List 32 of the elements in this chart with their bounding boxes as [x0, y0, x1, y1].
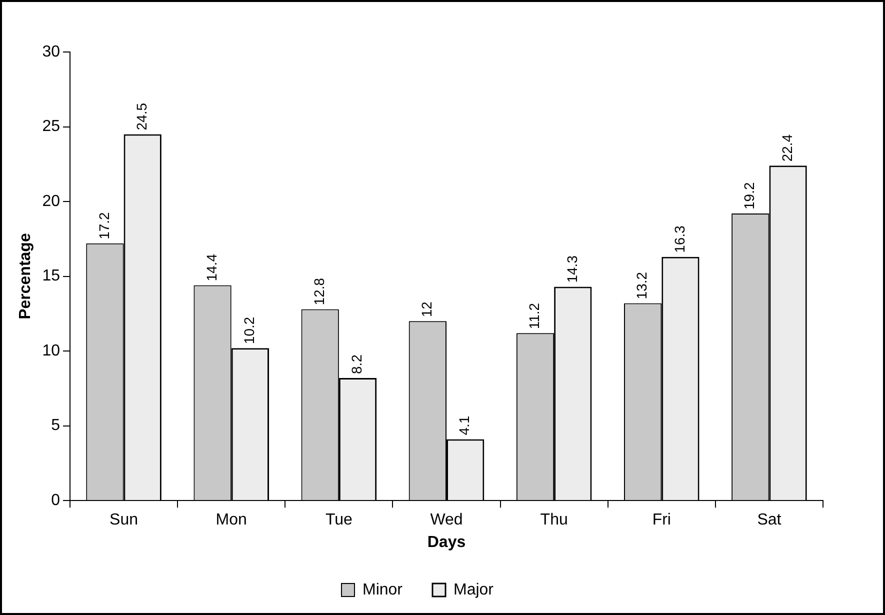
x-axis-title: Days [427, 534, 466, 551]
x-tick-label: Tue [325, 512, 353, 529]
data-label: 14.4 [203, 254, 220, 282]
legend-label: Major [454, 581, 494, 598]
x-tick-label: Mon [216, 512, 247, 529]
x-tick-label: Thu [540, 512, 568, 529]
y-tick-label: 10 [42, 342, 60, 360]
y-tick-label: 0 [51, 492, 60, 510]
data-label: 16.3 [671, 225, 688, 253]
data-label: 10.2 [241, 316, 258, 344]
x-tick-label: Sat [757, 512, 782, 529]
data-label: 12 [418, 301, 435, 318]
y-tick-label: 20 [42, 192, 60, 210]
data-label: 24.5 [133, 102, 150, 130]
y-tick-label: 15 [42, 268, 60, 285]
x-tick-label: Wed [430, 512, 463, 529]
y-tick-label: 25 [42, 118, 60, 136]
y-axis-title: Percentage [17, 233, 34, 320]
data-label: 19.2 [741, 182, 758, 210]
legend-label: Minor [362, 581, 404, 598]
data-label: 13.2 [634, 272, 650, 300]
x-tick-label: Fri [652, 512, 671, 529]
data-label: 17.2 [96, 212, 112, 240]
data-label: 22.4 [778, 134, 795, 162]
y-tick-label: 5 [51, 417, 60, 434]
data-label: 11.2 [526, 302, 542, 330]
data-label: 4.1 [456, 416, 472, 436]
data-label: 8.2 [348, 354, 365, 374]
y-tick-label: 30 [42, 43, 60, 60]
data-label: 12.8 [310, 278, 327, 306]
data-label: 14.3 [564, 255, 580, 283]
x-tick-label: Sun [110, 512, 138, 529]
